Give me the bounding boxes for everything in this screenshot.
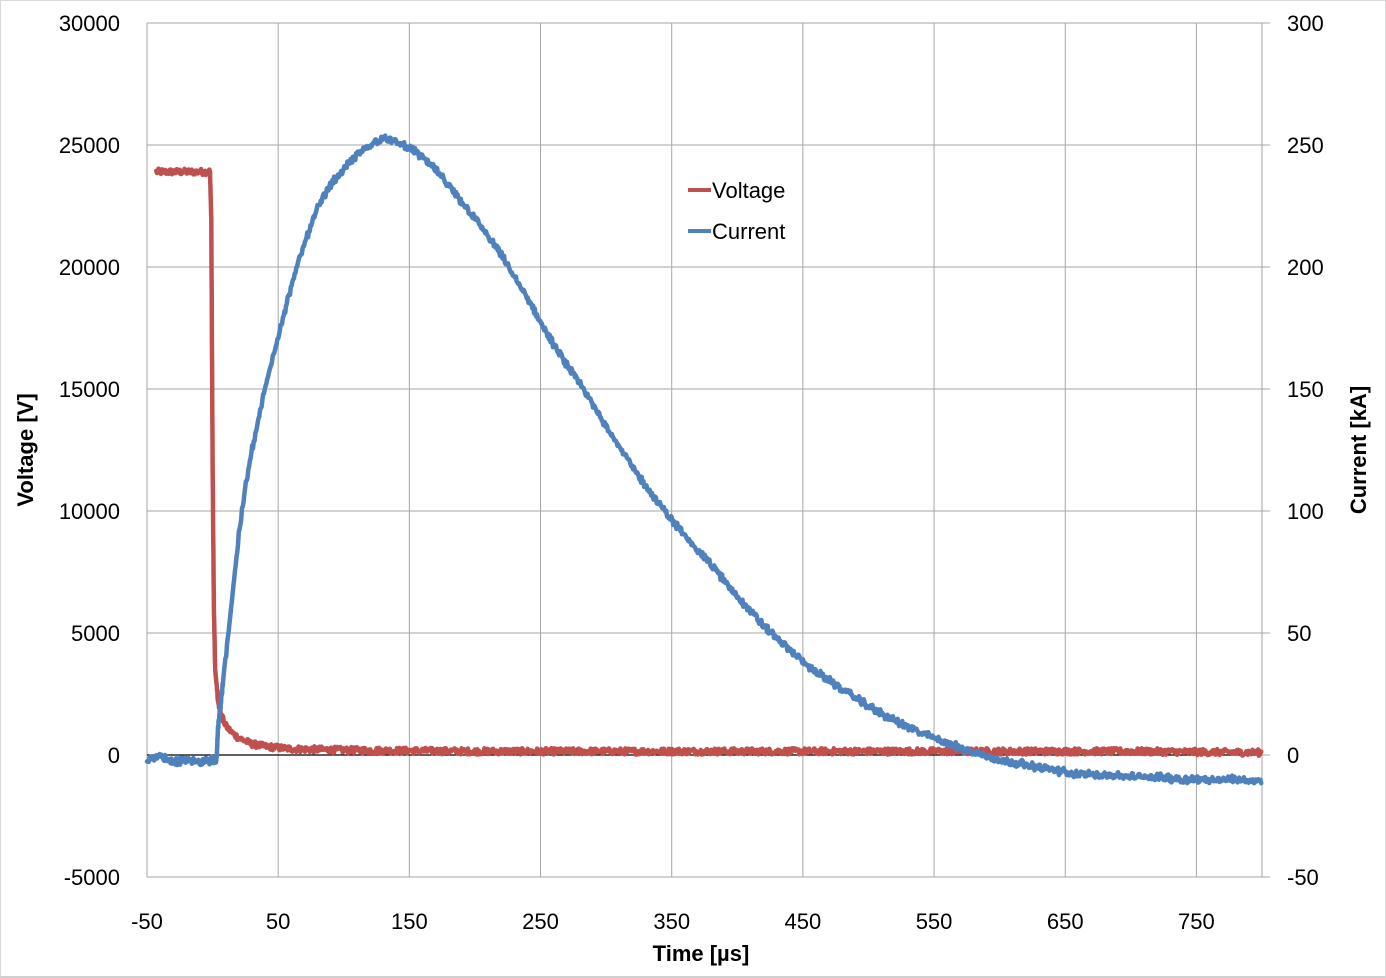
y-left-tick-label: 20000 — [59, 255, 120, 280]
x-tick-label: 750 — [1178, 909, 1215, 934]
voltage-series-line — [153, 166, 1264, 758]
y-left-tick-label: 25000 — [59, 133, 120, 158]
y-left-tick-label: 10000 — [59, 499, 120, 524]
x-tick-label: 50 — [266, 909, 290, 934]
x-tick-label: 250 — [522, 909, 559, 934]
x-tick-label: 650 — [1047, 909, 1084, 934]
y-right-tick-label: -50 — [1287, 865, 1319, 890]
y-right-tick-label: 0 — [1287, 743, 1299, 768]
legend-item-current[interactable]: Current — [688, 219, 785, 244]
legend-label-voltage: Voltage — [712, 178, 785, 203]
current-series-line — [144, 133, 1264, 786]
legend: Voltage Current — [688, 178, 785, 244]
x-axis-title: Time [µs] — [653, 941, 750, 966]
tick-labels: -5000 0 5000 10000 15000 20000 25000 30000 -50 0 5… — [59, 11, 1324, 934]
y-left-tick-label: 30000 — [59, 11, 120, 36]
legend-item-voltage[interactable]: Voltage — [688, 178, 785, 203]
x-tick-label: 150 — [391, 909, 428, 934]
y-right-tick-label: 100 — [1287, 499, 1324, 524]
y-right-tick-label: 250 — [1287, 133, 1324, 158]
y-left-tick-label: -5000 — [64, 865, 120, 890]
x-tick-label: 450 — [785, 909, 822, 934]
y-right-tick-label: 50 — [1287, 621, 1311, 646]
x-tick-label: -50 — [131, 909, 163, 934]
series-group — [144, 133, 1264, 786]
y-left-tick-label: 5000 — [71, 621, 120, 646]
y-left-tick-label: 0 — [108, 743, 120, 768]
x-tick-label: 550 — [916, 909, 953, 934]
legend-label-current: Current — [712, 219, 785, 244]
y-right-tick-label: 150 — [1287, 377, 1324, 402]
y-left-axis-title: Voltage [V] — [13, 393, 38, 506]
x-tick-label: 350 — [653, 909, 690, 934]
y-right-tick-label: 300 — [1287, 11, 1324, 36]
y-right-tick-label: 200 — [1287, 255, 1324, 280]
y-left-tick-label: 15000 — [59, 377, 120, 402]
y-right-axis-title: Current [kA] — [1346, 386, 1371, 514]
